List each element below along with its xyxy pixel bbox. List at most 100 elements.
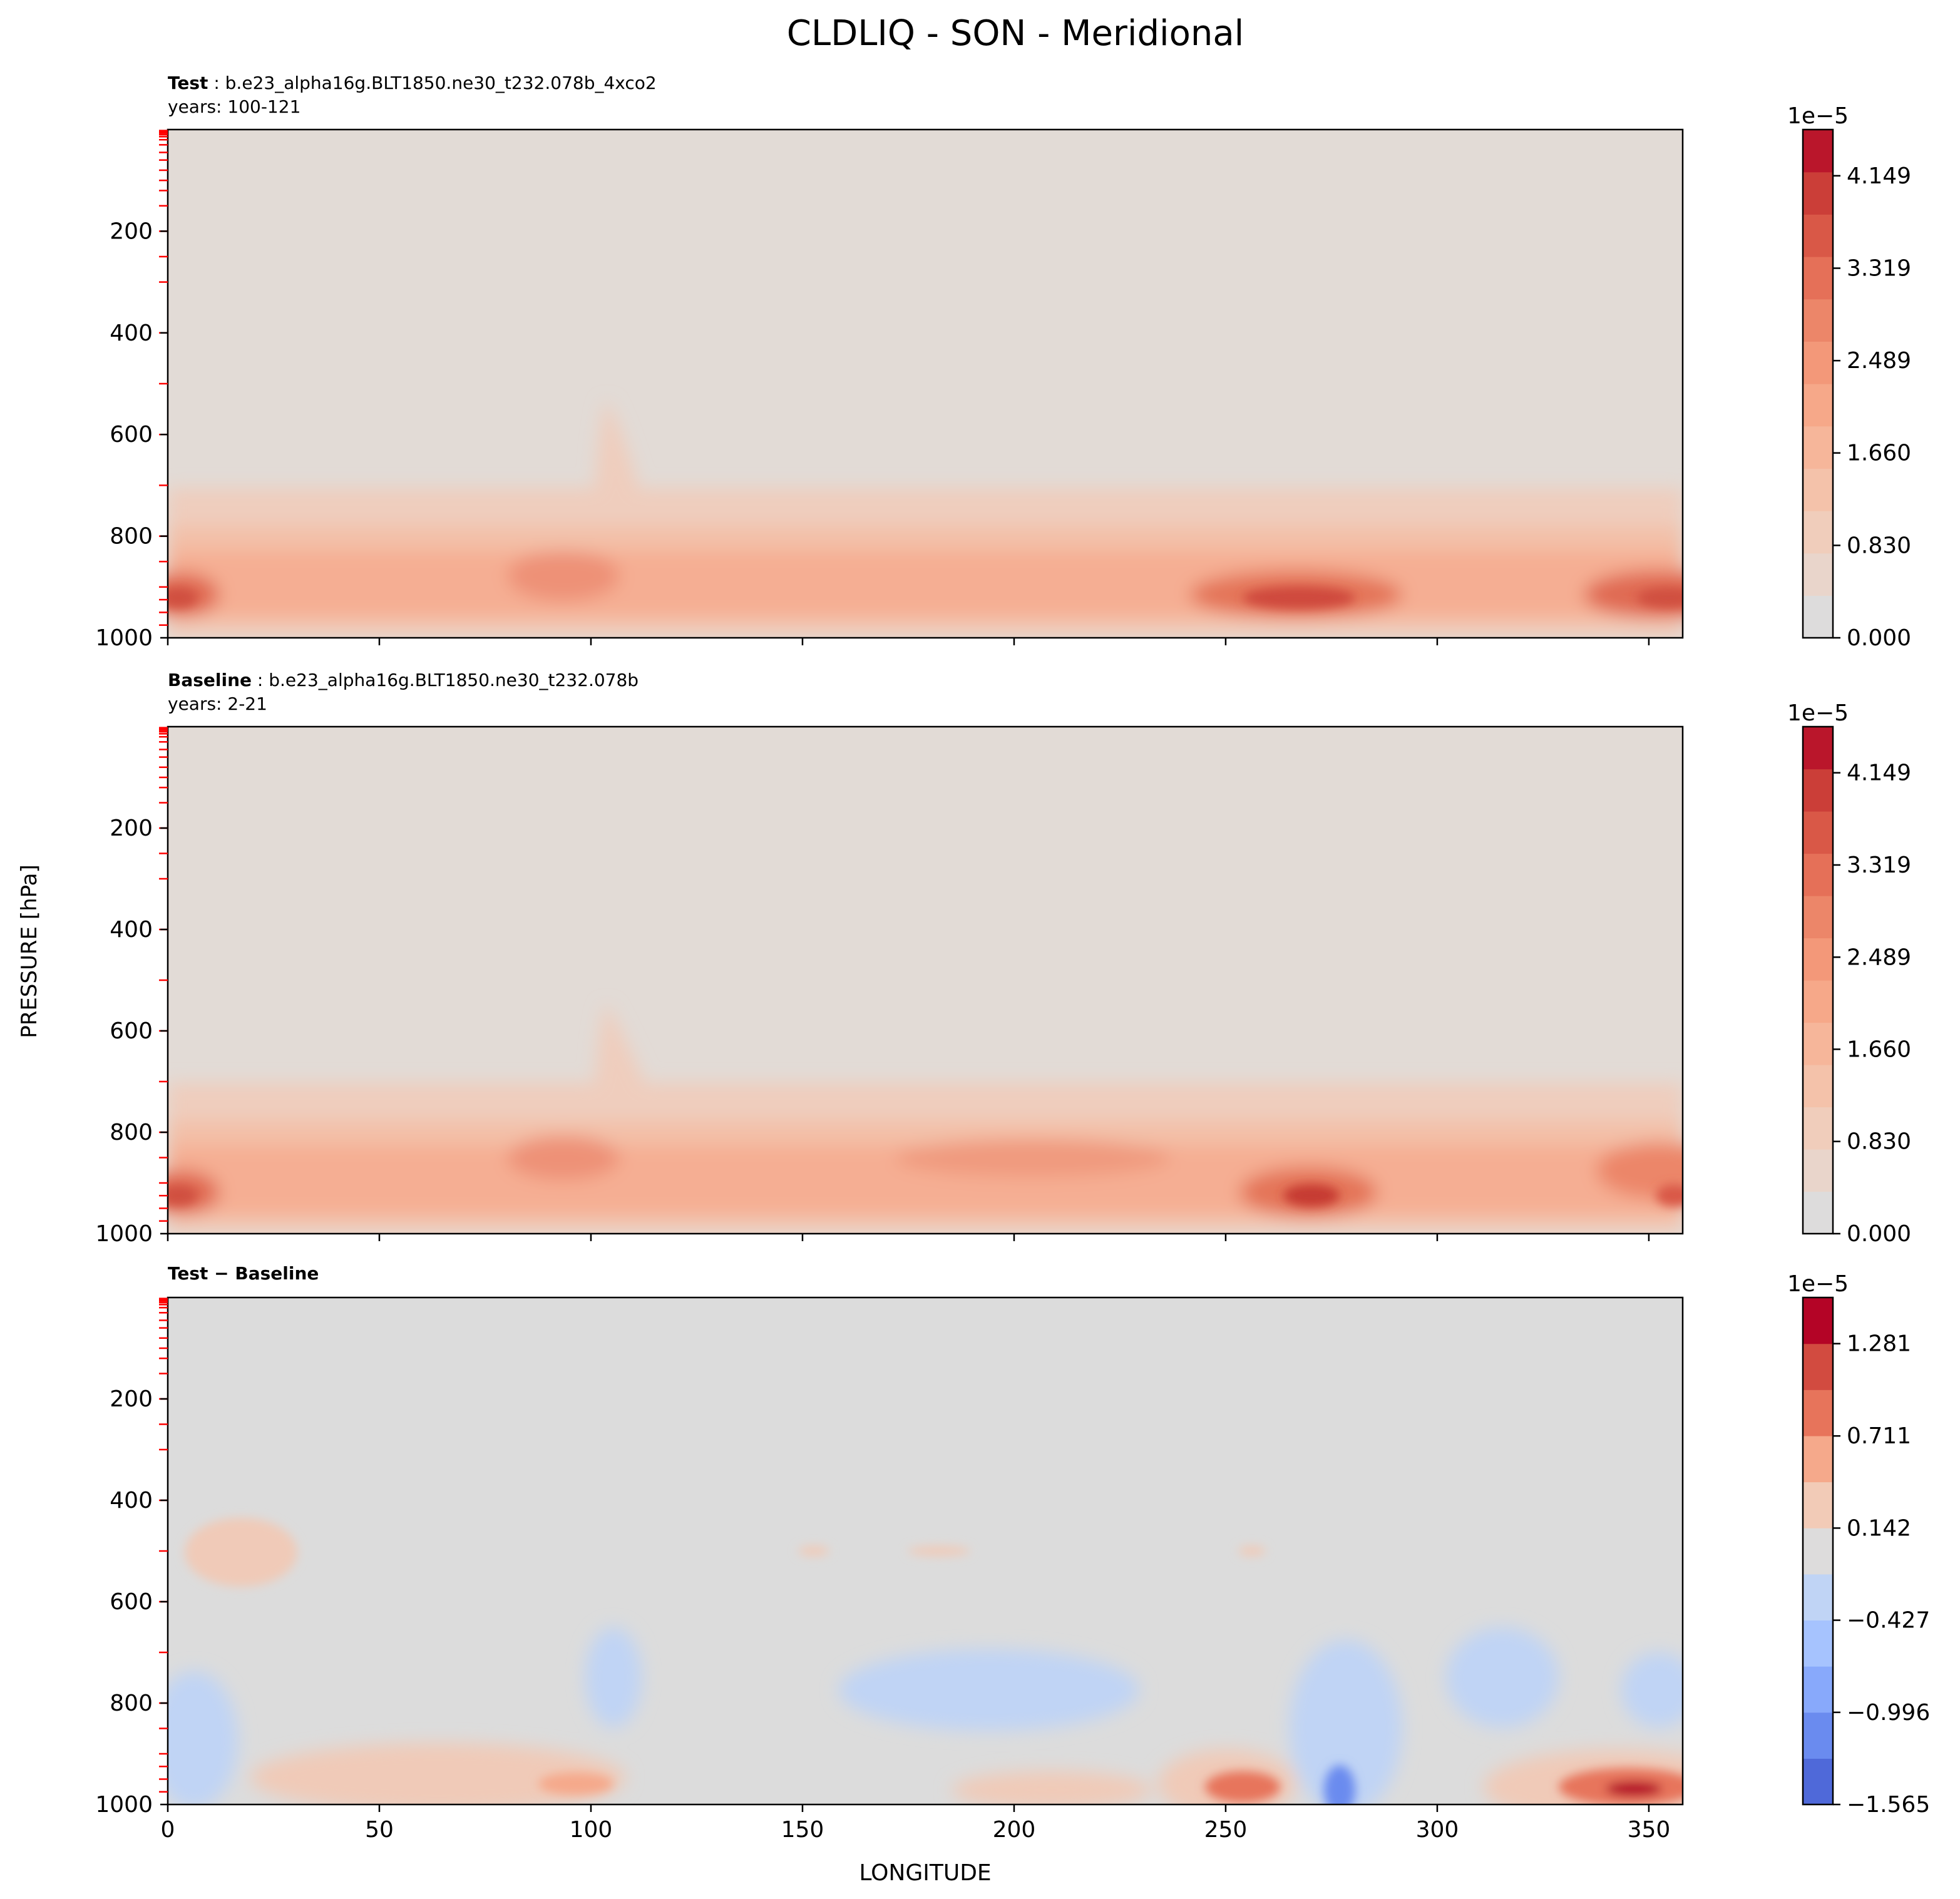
x-tick-label: 250 [1204,1817,1248,1843]
colorbar-swatch [1803,1574,1833,1621]
colorbar-swatch [1803,257,1833,300]
colorbar-multiplier: 1e−5 [1787,700,1849,726]
y-axis-label: PRESSURE [hPa] [17,864,42,1038]
colorbar-tick-label: 0.000 [1847,625,1911,651]
colorbar-tick-label: 1.660 [1847,1037,1911,1062]
y-tick-label: 800 [110,1691,153,1716]
y-tick-label: 400 [110,917,153,943]
x-tick-label: 150 [781,1817,824,1843]
colorbar-swatch [1803,299,1833,342]
svg-text:Baseline : b.e23_alpha16: Baseline : b.e23_alpha16g.BLT1850.ne30_t… [168,670,639,690]
colorbar-swatch [1803,1435,1833,1483]
svg-text:Test : b.e23_alpha16g.BL: Test : b.e23_alpha16g.BLT1850.ne30_t232.… [168,73,657,93]
colorbar-tick-label: 1.281 [1847,1331,1911,1357]
colorbar-test: 0.000 0.830 1.660 2.489 3.319 4.149 1e−5 [1787,103,1911,651]
colorbar-tick-label: 1.660 [1847,441,1911,466]
colorbar-swatch [1803,938,1833,981]
y-tick-label: 200 [110,1386,153,1412]
colorbar-swatch [1803,1758,1833,1805]
colorbar-swatch [1803,468,1833,511]
colorbar-swatch [1803,384,1833,427]
colorbar-tick-label: −1.565 [1847,1792,1930,1818]
colorbar-tick-label: 2.489 [1847,348,1911,374]
x-axis-label: LONGITUDE [859,1860,991,1886]
panel-baseline-subtitle: years: 2-21 [168,694,267,714]
model-level-markers [159,130,168,626]
colorbar-swatch [1803,171,1833,215]
colorbar-swatch [1803,1107,1833,1150]
colorbar-tick-label: −0.427 [1847,1608,1930,1634]
colorbar-swatch [1803,1620,1833,1667]
colorbar-multiplier: 1e−5 [1787,1271,1849,1297]
panel-test-field [168,130,1683,638]
colorbar-multiplier: 1e−5 [1787,103,1849,129]
colorbar-swatch [1803,553,1833,596]
colorbar-swatch [1803,511,1833,554]
panel-test: Test : b.e23_alpha16g.BLT1850.ne30_t232.… [167,73,1684,639]
panel-difference-title-bold: Test − Baseline [168,1263,319,1284]
panel-test-title-rest: : b.e23_alpha16g.BLT1850.ne30_t232.078b_… [213,73,656,93]
colorbar-swatch [1803,896,1833,939]
colorbar-swatch [1803,1191,1833,1234]
colorbar-swatch [1803,1149,1833,1192]
y-tick-label: 1000 [95,625,153,651]
colorbar-swatch [1803,341,1833,384]
panel-difference: Test − Baseline [167,1263,1684,1806]
colorbar-swatch [1803,769,1833,812]
colorbar-swatch [1803,1065,1833,1108]
colorbar-tick-label: 0.711 [1847,1423,1911,1449]
colorbar-swatch [1803,811,1833,854]
panel-difference-field [168,1298,1683,1804]
svg-text:Test − Baseline: Test − Baseline [168,1263,319,1284]
colorbar-swatch [1803,130,1833,173]
x-tick-label: 100 [570,1817,613,1843]
colorbar-swatch [1803,853,1833,896]
y-tick-label: 400 [110,320,153,346]
colorbar-swatch [1803,1343,1833,1390]
axes-layer: 2004006008001000200400600800100020040060… [95,130,1671,1843]
colorbar-swatch [1803,1022,1833,1065]
figure-title: CLDLIQ - SON - Meridional [787,13,1244,54]
colorbar-tick-label: 0.142 [1847,1515,1911,1541]
model-level-markers [159,1298,168,1793]
colorbar-tick-label: 0.830 [1847,533,1911,558]
y-tick-label: 600 [110,1018,153,1044]
colorbar-frame [1802,128,1834,639]
panel-baseline-field [168,727,1683,1234]
colorbar-tick-label: 2.489 [1847,944,1911,970]
colorbar-tick-label: 3.319 [1847,256,1911,282]
colorbar-swatch [1803,1666,1833,1713]
colorbar-tick-label: 4.149 [1847,760,1911,786]
colorbar-swatch [1803,214,1833,257]
panel-baseline: Baseline : b.e23_alpha16g.BLT1850.ne30_t… [167,670,1684,1235]
colorbar-baseline: 0.000 0.830 1.660 2.489 3.319 4.149 1e−5 [1787,700,1911,1247]
y-tick-label: 800 [110,524,153,550]
colorbar-swatch [1803,426,1833,469]
y-tick-label: 600 [110,1589,153,1615]
panel-baseline-title-bold: Baseline [168,670,252,690]
colorbar-swatch [1803,1390,1833,1436]
y-tick-label: 600 [110,422,153,448]
colorbar-swatch [1803,1482,1833,1528]
x-tick-label: 350 [1628,1817,1671,1843]
colorbar-tick-label: 3.319 [1847,852,1911,878]
panel-test-title-bold: Test [168,73,208,93]
colorbar-swatch [1803,1712,1833,1759]
y-tick-label: 800 [110,1120,153,1145]
x-tick-label: 50 [365,1817,394,1843]
colorbar-tick-label: 0.830 [1847,1129,1911,1155]
colorbar-difference: −1.565 −0.996 −0.427 0.142 0.711 1.281 1e−5 [1787,1271,1930,1818]
colorbar-swatch [1803,1298,1833,1344]
x-tick-label: 300 [1416,1817,1459,1843]
colorbar-layer: 0.0000.8301.6602.4893.3194.1491e−50.0000… [1787,103,1930,1818]
x-tick-label: 200 [993,1817,1036,1843]
x-tick-label: 0 [161,1817,175,1843]
colorbar-swatch [1803,595,1833,638]
y-tick-label: 1000 [95,1221,153,1247]
colorbar-frame [1802,725,1834,1235]
colorbar-swatch [1803,1528,1833,1575]
colorbar-swatch [1803,727,1833,770]
colorbar-tick-label: 0.000 [1847,1221,1911,1247]
y-tick-label: 200 [110,816,153,841]
